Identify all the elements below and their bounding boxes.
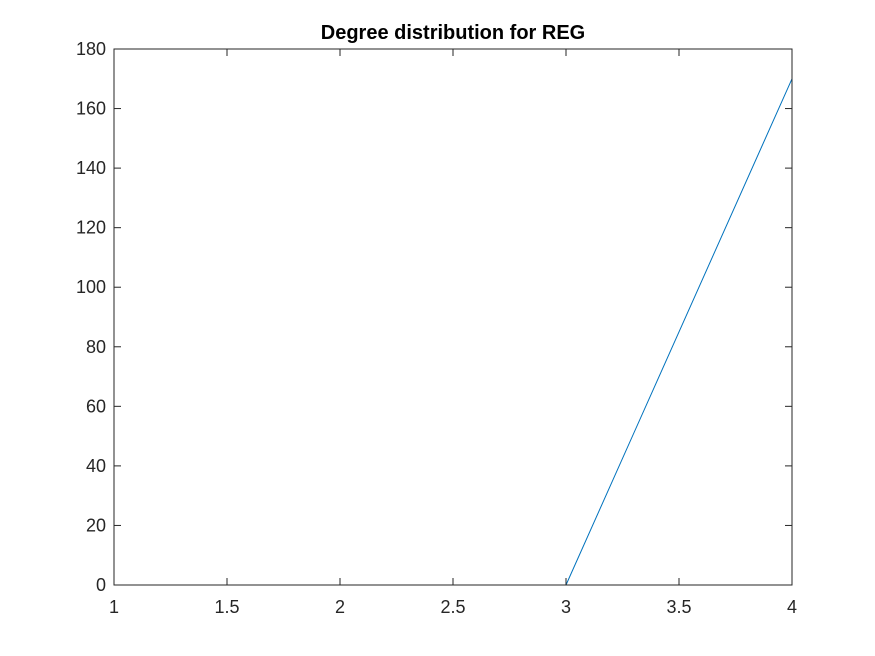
y-tick-label: 180: [76, 39, 106, 59]
y-tick-label: 20: [86, 515, 106, 535]
y-tick-label: 0: [96, 575, 106, 595]
y-tick-label: 80: [86, 337, 106, 357]
chart-title: Degree distribution for REG: [321, 22, 585, 44]
y-tick-label: 100: [76, 277, 106, 297]
plot-area: [114, 49, 792, 585]
y-tick-label: 60: [86, 396, 106, 416]
x-tick-label: 2: [335, 597, 345, 617]
x-tick-label: 4: [787, 597, 797, 617]
x-tick-label: 2.5: [440, 597, 465, 617]
y-tick-label: 160: [76, 99, 106, 119]
y-tick-label: 120: [76, 218, 106, 238]
y-tick-label: 140: [76, 158, 106, 178]
x-tick-label: 3.5: [666, 597, 691, 617]
x-tick-label: 1.5: [214, 597, 239, 617]
x-tick-label: 3: [561, 597, 571, 617]
y-tick-label: 40: [86, 456, 106, 476]
x-tick-label: 1: [109, 597, 119, 617]
